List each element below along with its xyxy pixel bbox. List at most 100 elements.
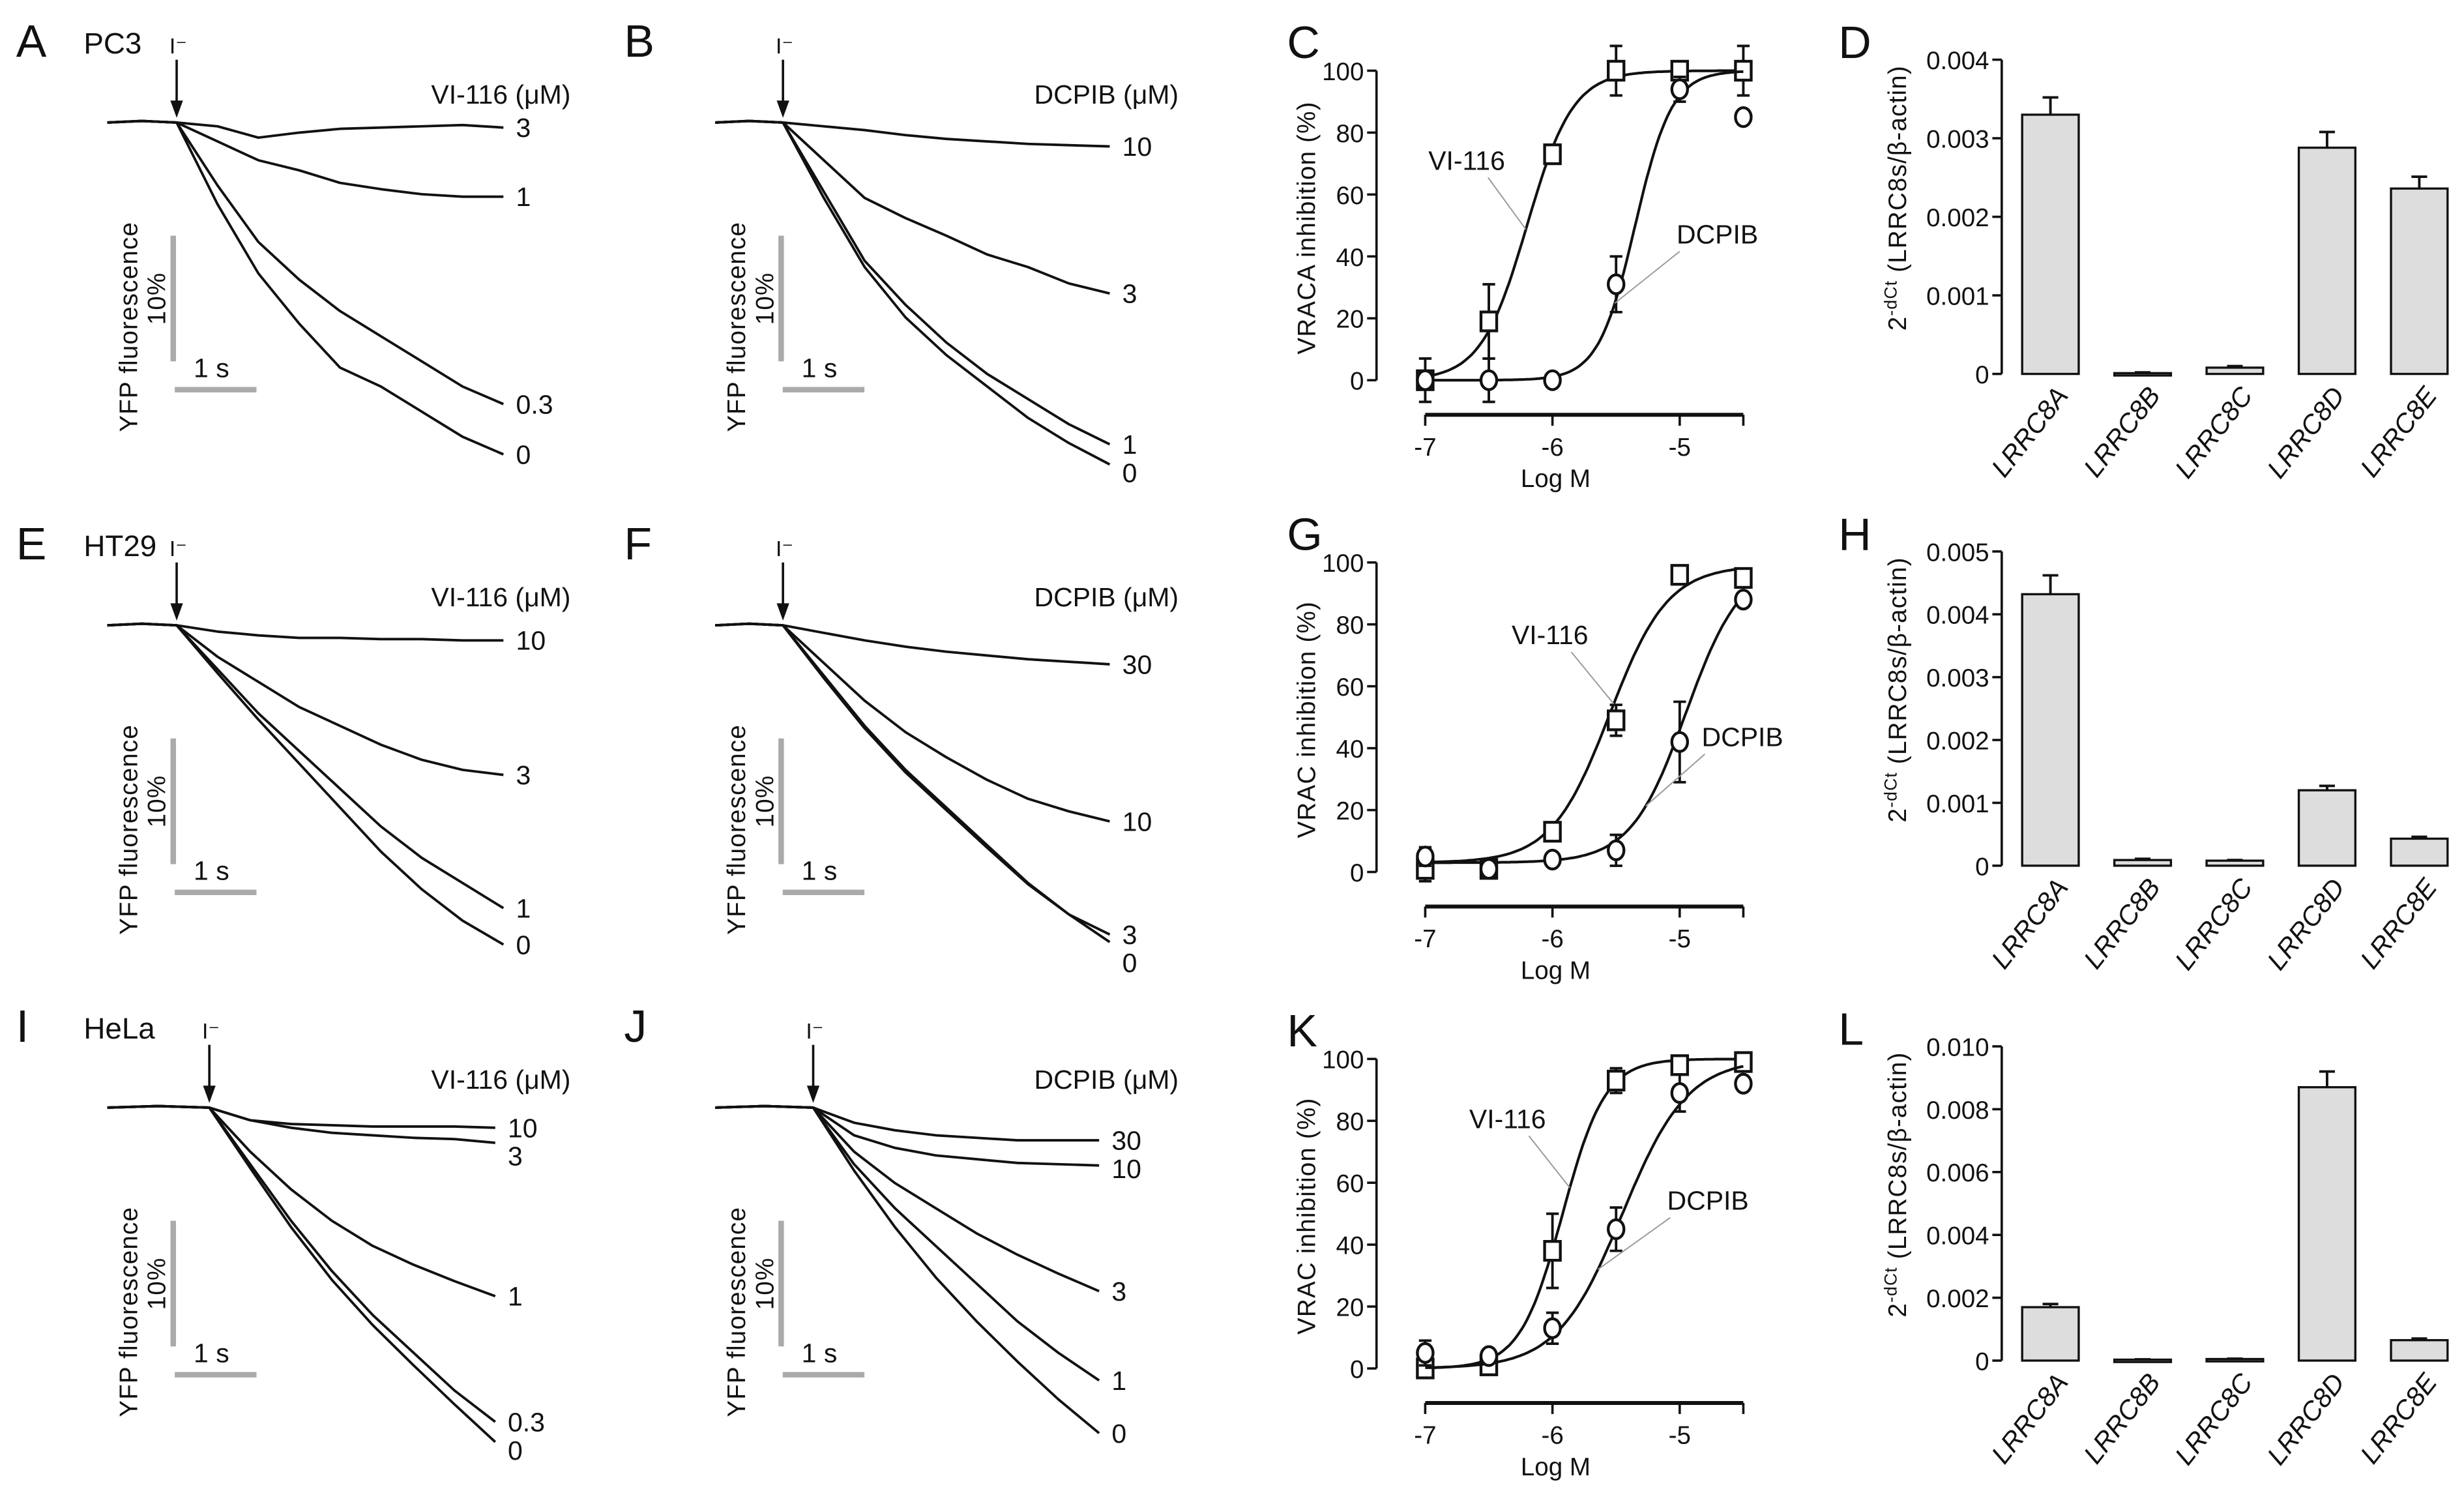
y-tick-label: 60 [1336, 673, 1364, 701]
y-tick-label: 0.010 [1926, 1033, 1989, 1061]
trace-0 [107, 1104, 497, 1443]
scale-x-label: 1 s [194, 353, 229, 383]
x-tick-label: -5 [1669, 925, 1691, 953]
series-label: VI-116 [1469, 1104, 1546, 1134]
category-label: LRRC8D [2261, 1368, 2351, 1470]
trace-label: 3 [1122, 279, 1137, 309]
bar-LRRC8C [2205, 366, 2265, 376]
data-point-square [1607, 1069, 1626, 1092]
data-point-circle [1543, 848, 1562, 871]
data-point-circle [1670, 1082, 1690, 1104]
legend-title: DCPIB (μM) [1034, 1065, 1179, 1095]
trace-10 [107, 1104, 495, 1129]
series-label: VI-116 [1428, 145, 1505, 175]
category-label: LRRC8C [2169, 1368, 2258, 1471]
bar-LRRC8B [2113, 859, 2173, 867]
trace-label: 3 [516, 760, 531, 790]
category-label: LRRC8E [2354, 872, 2443, 974]
y-label-part-rest: (LRRC8s/β-actin) [1884, 557, 1912, 772]
y-label-part-rest: (LRRC8s/β-actin) [1884, 65, 1912, 280]
x-tick-label: -7 [1414, 1422, 1436, 1450]
x-axis-label: Log M [1521, 465, 1591, 493]
panel-F: F I⁻ DCPIB (μM) YFP fluorescence 10% 1 s 30 10 3… [624, 518, 1179, 978]
trace-10 [715, 1104, 1100, 1167]
y-tick-label: 20 [1336, 1294, 1364, 1322]
panel-letter: C [1287, 17, 1319, 68]
y-tick-label: 0.004 [1926, 1222, 1989, 1250]
scale-x-label: 1 s [194, 856, 229, 886]
category-label: LRRC8D [2261, 381, 2351, 484]
scale-y-label: 10% [143, 1258, 171, 1310]
y-tick-label: 60 [1336, 182, 1364, 210]
data-point-circle [1479, 369, 1499, 391]
panel-letter: E [16, 518, 47, 569]
panel-letter: H [1838, 509, 1871, 559]
x-axis-label: Log M [1521, 1453, 1591, 1481]
trace-label: 1 [508, 1282, 523, 1312]
stimulus-label: I⁻ [202, 1019, 220, 1044]
trace-label: 10 [508, 1113, 538, 1143]
y-axis-label: 2-dCt (LRRC8s/β-actin) [1881, 1052, 1911, 1317]
bar-LRRC8D [2297, 1085, 2357, 1362]
scale-y-label: 10% [751, 775, 779, 828]
label-leader-line [1597, 1217, 1671, 1270]
trace-label: 10 [1122, 806, 1152, 836]
panel-D: D 0 0.001 0.002 0.003 0.004 2-dCt (LRRC8s/β-ac… [1838, 17, 2449, 484]
y-tick-label: 0 [1975, 853, 1989, 881]
y-tick-label: 0 [1350, 368, 1364, 396]
y-axis-label: VRACA inhibition (%) [1293, 101, 1321, 354]
y-tick-label: 0 [1975, 361, 1989, 389]
scale-x-label: 1 s [194, 1338, 229, 1368]
trace-label: 0.3 [516, 389, 553, 419]
data-point-circle [1734, 106, 1753, 128]
cell-line-label: HT29 [83, 529, 156, 563]
category-label: LRRC8B [2077, 873, 2166, 975]
y-tick-label: 0 [1350, 1355, 1364, 1383]
x-tick-label: -5 [1669, 434, 1691, 462]
trace-label: 0.3 [508, 1407, 545, 1437]
trace-label: 0 [1122, 458, 1137, 488]
data-point-square [1479, 310, 1499, 332]
stimulus-label: I⁻ [169, 34, 187, 59]
y-axis-label: YFP fluorescence [723, 724, 751, 935]
y-tick-label: 0.003 [1926, 126, 1989, 154]
series-label: DCPIB [1667, 1186, 1749, 1216]
legend-title: VI-116 (μM) [431, 582, 570, 612]
y-tick-label: 80 [1336, 1108, 1364, 1136]
trace-label: 0 [516, 930, 531, 960]
panel-G: G 0 20 40 60 80 100 -7 -6 -5 Log M VRAC inhibition … [1287, 509, 1783, 984]
trace-label: 3 [1122, 920, 1137, 950]
y-axis-label: YFP fluorescence [115, 724, 143, 935]
data-point-circle [1479, 858, 1499, 880]
panel-letter: D [1838, 17, 1871, 68]
x-tick-label: -6 [1541, 434, 1563, 462]
y-tick-label: 40 [1336, 735, 1364, 763]
bar-LRRC8C [2205, 859, 2265, 867]
scale-y-label: 10% [143, 775, 171, 828]
category-label: LRRC8C [2169, 872, 2258, 975]
arrow-head-icon [776, 603, 789, 621]
y-label-part-base: 2 [1884, 316, 1912, 331]
scale-x-label: 1 s [802, 856, 838, 886]
panel-letter: A [16, 16, 47, 66]
data-point-circle [1670, 731, 1690, 753]
panel-B: B I⁻ DCPIB (μM) YFP fluorescence 10% 1 s 10 3 10 [624, 16, 1179, 488]
panel-C: C 0 20 40 60 80 100 -7 -6 -5 Log M VRACA inhibition… [1287, 17, 1758, 493]
y-tick-label: 0.006 [1926, 1159, 1989, 1187]
category-label: LRRC8D [2261, 873, 2351, 975]
data-point-square [1543, 143, 1562, 166]
x-tick-label: -6 [1541, 1422, 1563, 1450]
panel-letter: B [624, 16, 654, 66]
cell-line-label: PC3 [83, 27, 141, 60]
bar-LRRC8E [2390, 187, 2449, 376]
trace-0 [715, 119, 1111, 466]
panel-letter: J [624, 1001, 647, 1052]
bar-LRRC8E [2390, 1338, 2449, 1362]
data-point-square [1734, 1051, 1753, 1073]
data-point-circle [1734, 1072, 1753, 1095]
trace-10 [107, 622, 504, 642]
y-label-part-base: 2 [1884, 1303, 1912, 1318]
stimulus-label: I⁻ [806, 1019, 823, 1044]
data-point-square [1607, 709, 1626, 731]
